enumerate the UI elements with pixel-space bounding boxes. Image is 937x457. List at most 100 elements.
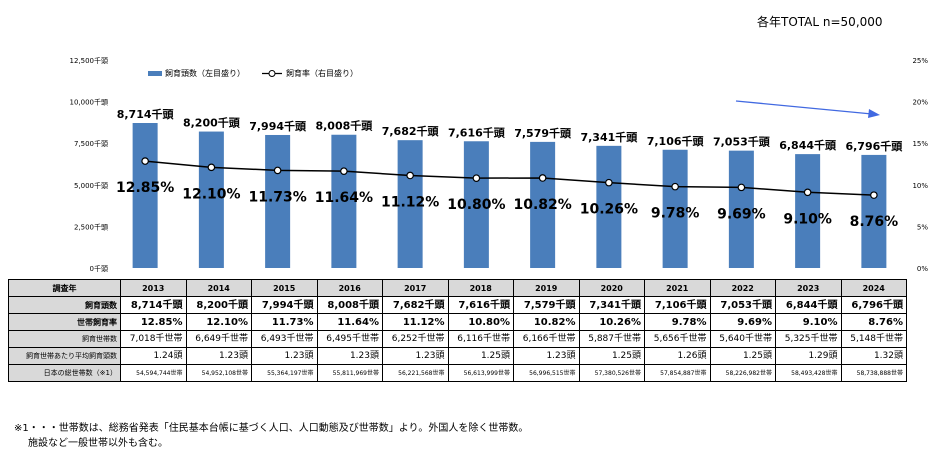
table-row: 飼育頭数 8,714千頭 8,200千頭 7,994千頭 8,008千頭 7,682千頭 7…	[8, 296, 907, 314]
bar-2015	[265, 134, 291, 268]
right-tick-label: 15%	[912, 140, 928, 148]
table-cell: 1.25頭	[578, 347, 645, 365]
table-cell: 6,844千頭	[775, 296, 842, 314]
table-cell: 12.85%	[120, 313, 187, 331]
table-year-header: 2018	[447, 279, 514, 297]
table-cell: 57,854,887世帯	[644, 364, 711, 382]
table-cell: 1.23頭	[513, 347, 580, 365]
table-row: 飼育世帯数 7,018千世帯 6,649千世帯 6,493千世帯 6,495千世帯 6,2…	[8, 330, 907, 348]
table-cell: 1.23頭	[185, 347, 252, 365]
table-cell: 6,649千世帯	[185, 330, 252, 348]
rate-label: 9.10%	[783, 211, 832, 227]
table-cell: 6,252千世帯	[382, 330, 449, 348]
rate-point-2021	[671, 182, 679, 191]
legend-bar-swatch	[148, 71, 162, 76]
right-axis-ticks: 0% 5% 10% 15% 20% 25%	[912, 57, 928, 273]
bar-labels: 8,714千頭 8,200千頭 7,994千頭 8,008千頭 7,682千頭 7,616…	[117, 107, 904, 153]
table-cell: 5,640千世帯	[709, 330, 776, 348]
rate-label: 10.82%	[513, 197, 571, 213]
rate-point-2024	[870, 191, 878, 199]
table-year-header: 2015	[251, 279, 318, 297]
rate-label: 11.12%	[381, 194, 439, 210]
table-cell: 1.23頭	[382, 347, 449, 365]
left-tick-label: 2,500千頭	[74, 222, 108, 231]
left-tick-label: 7,500千頭	[74, 139, 108, 148]
rate-point-2017	[406, 171, 414, 180]
rate-label: 8.76%	[850, 214, 899, 230]
left-axis-ticks: 0千頭 2,500千頭 5,000千頭 7,500千頭 10,000千頭 12,500千頭	[70, 56, 109, 273]
line-labels: 12.85% 12.10% 11.73% 11.64% 11.12% 10.80% 10.8…	[116, 180, 898, 230]
legend-line-marker	[268, 70, 276, 77]
bar-series	[132, 122, 887, 268]
data-table: 調査年 2013 2014 2015 2016 2017 2018 2019 2020 2021…	[8, 279, 907, 382]
rate-label: 12.10%	[182, 186, 240, 202]
table-year-header: 2023	[775, 279, 842, 297]
table-cell: 6,116千世帯	[447, 330, 514, 348]
table-cell: 7,106千頭	[644, 296, 711, 314]
table-cell: 5,148千世帯	[840, 330, 907, 348]
legend-bar-label: 飼育頭数（左目盛り）	[165, 68, 245, 78]
bar-label: 7,579千頭	[514, 126, 572, 140]
table-cell: 55,811,969世帯	[316, 364, 383, 382]
bar-label: 7,053千頭	[713, 135, 771, 149]
table-cell: 9.69%	[709, 313, 776, 331]
rate-label: 11.64%	[315, 190, 373, 206]
right-tick-label: 25%	[912, 57, 928, 65]
table-cell: 5,656千世帯	[644, 330, 711, 348]
bar-label: 6,844千頭	[779, 138, 837, 152]
bar-label: 8,714千頭	[117, 107, 175, 121]
bar-2020	[596, 145, 622, 268]
bar-2019	[530, 141, 556, 268]
rate-label: 10.26%	[580, 202, 638, 218]
bar-label: 8,200千頭	[183, 116, 241, 130]
table-cell: 58,226,982世帯	[709, 364, 776, 382]
rate-point-2015	[273, 166, 282, 175]
left-tick-label: 5,000千頭	[74, 181, 108, 190]
bar-line-chart: 0千頭 2,500千頭 5,000千頭 7,500千頭 10,000千頭 12,500千頭…	[70, 56, 929, 273]
rate-point-2014	[207, 163, 216, 172]
table-cell: 8,714千頭	[120, 296, 187, 314]
table-cell: 55,364,197世帯	[251, 364, 318, 382]
table-cell: 7,682千頭	[382, 296, 449, 314]
table-cell: 1.23頭	[251, 347, 318, 365]
bar-label: 8,008千頭	[315, 119, 373, 133]
table-cell: 1.23頭	[316, 347, 383, 365]
left-tick-label: 12,500千頭	[70, 56, 109, 65]
rate-label: 11.73%	[248, 189, 306, 205]
table-cell: 7,616千頭	[447, 296, 514, 314]
rate-point-2013	[141, 157, 149, 165]
table-year-header: 2014	[185, 279, 252, 297]
table-cell: 8,008千頭	[316, 296, 383, 314]
rate-point-2022	[737, 183, 746, 192]
bar-label: 7,994千頭	[249, 119, 307, 133]
table-cell: 5,325千世帯	[775, 330, 842, 348]
table-cell: 10.82%	[513, 313, 580, 331]
right-tick-label: 10%	[912, 182, 928, 190]
bar-2024	[861, 154, 887, 268]
table-cell: 7,579千頭	[513, 296, 580, 314]
table-cell: 6,495千世帯	[316, 330, 383, 348]
footnote-line-1: ※1・・・世帯数は、総務省発表「住民基本台帳に基づく人口、人口動態及び世帯数」よ…	[14, 423, 529, 434]
table-cell: 8,200千頭	[185, 296, 252, 314]
rate-label: 9.78%	[651, 206, 700, 222]
right-tick-label: 20%	[912, 99, 928, 107]
table-cell: 8.76%	[840, 313, 907, 331]
bar-2021	[662, 149, 688, 268]
bar-2022	[728, 150, 754, 268]
table-cell: 10.26%	[578, 313, 645, 331]
table-cell: 1.25頭	[447, 347, 514, 365]
bar-2023	[795, 154, 821, 268]
table-cell: 11.64%	[316, 313, 383, 331]
bar-label: 6,796千頭	[845, 139, 903, 153]
table-row-label: 飼育世帯数	[8, 330, 121, 348]
table-cell: 1.29頭	[775, 347, 842, 365]
bar-2017	[397, 140, 423, 268]
bar-2014	[198, 131, 224, 268]
bar-label: 7,106千頭	[647, 134, 705, 148]
table-cell: 7,341千頭	[578, 296, 645, 314]
table-row-label: 世帯飼育率	[8, 313, 121, 331]
table-cell: 9.10%	[775, 313, 842, 331]
table-cell: 5,887千世帯	[578, 330, 645, 348]
table-row: 飼育世帯あたり平均飼育頭数 1.24頭 1.23頭 1.23頭 1.23頭 1.23頭 1.…	[8, 347, 907, 365]
table-cell: 11.73%	[251, 313, 318, 331]
